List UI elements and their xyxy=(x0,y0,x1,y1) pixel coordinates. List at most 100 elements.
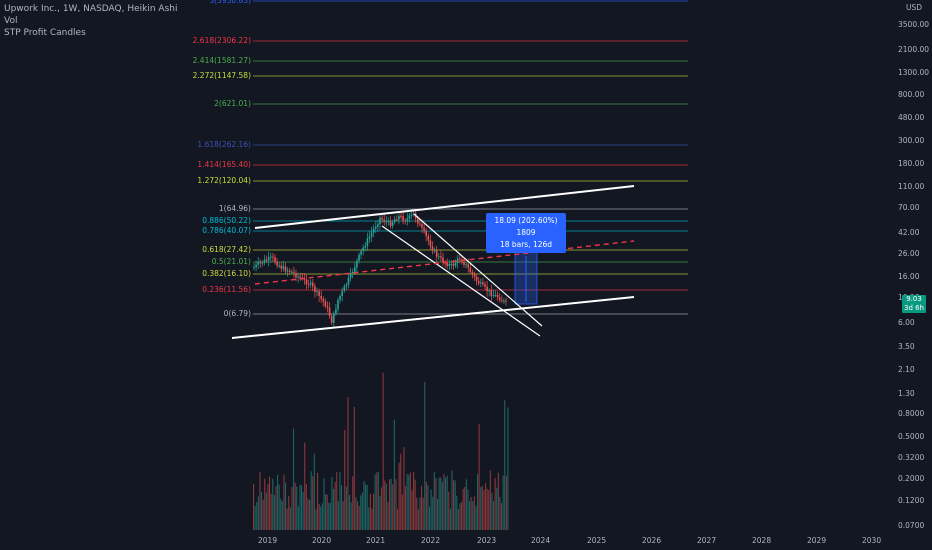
volume-bar xyxy=(376,472,378,530)
candle-body xyxy=(454,262,457,266)
candle-body xyxy=(448,263,451,266)
time-tick-label: 2026 xyxy=(642,536,662,545)
time-tick-label: 2029 xyxy=(807,536,827,545)
price-tick-label: 2.10 xyxy=(898,365,915,374)
volume-bar xyxy=(457,508,459,530)
candle-body xyxy=(393,219,396,223)
candle-body xyxy=(501,300,503,302)
volume-indicator-label[interactable]: Vol xyxy=(4,16,18,26)
volume-bar xyxy=(453,479,455,530)
volume-bar xyxy=(309,499,311,530)
volume-bar xyxy=(256,502,258,530)
volume-bar xyxy=(491,492,493,530)
volume-bar xyxy=(409,472,411,530)
volume-bar xyxy=(507,407,509,530)
candle-body xyxy=(383,219,385,222)
volume-bar xyxy=(389,479,391,530)
currency-label[interactable]: USD xyxy=(905,3,923,12)
volume-bar xyxy=(344,429,346,530)
price-tick-label: 3500.00 xyxy=(898,20,930,29)
candle-body xyxy=(391,222,394,226)
candle-body xyxy=(257,262,259,265)
volume-bar xyxy=(504,400,506,530)
volume-bar xyxy=(496,487,498,530)
channel-lower-line xyxy=(231,296,635,339)
volume-bar xyxy=(456,495,458,530)
volume-bar xyxy=(465,479,467,530)
candle-body xyxy=(410,214,413,216)
measure-change: 18.09 (202.60%) 1809 xyxy=(494,216,558,237)
price-tick-label: 1.30 xyxy=(898,389,915,398)
volume-bar xyxy=(395,479,397,530)
candle-body xyxy=(456,258,459,263)
candle-body xyxy=(475,276,478,281)
volume-bar xyxy=(483,490,485,530)
volume-bar xyxy=(326,494,328,530)
candle-body xyxy=(484,284,486,287)
volume-bar xyxy=(377,471,379,530)
candle-body xyxy=(370,232,373,237)
candle-body xyxy=(423,227,425,231)
price-tick-label: 0.5000 xyxy=(898,432,925,441)
volume-bar xyxy=(470,497,472,530)
price-tick-label: 800.00 xyxy=(898,90,925,99)
volume-bar xyxy=(253,484,255,530)
candle-body xyxy=(322,298,325,302)
fib-level-label: 0.382(16.10) xyxy=(202,269,251,278)
volume-bar xyxy=(366,485,368,530)
volume-bar xyxy=(440,477,442,530)
volume-bar xyxy=(334,482,336,530)
volume-bar xyxy=(472,501,474,530)
volume-bar xyxy=(318,504,320,530)
volume-bar xyxy=(443,474,445,530)
dashed-midline xyxy=(254,240,635,285)
volume-bar xyxy=(347,396,349,530)
last-price-countdown: 3d 6h xyxy=(903,304,924,312)
volume-bar xyxy=(430,489,432,530)
volume-bar xyxy=(368,507,370,530)
candle-body xyxy=(349,272,352,278)
fib-level-label: 2.272(1147.58) xyxy=(192,71,251,80)
stp-indicator-label[interactable]: STP Profit Candles xyxy=(4,28,86,38)
candle-body xyxy=(299,276,301,278)
candle-body xyxy=(494,294,497,296)
volume-bar xyxy=(323,478,325,530)
price-tick-label: 300.00 xyxy=(898,136,925,145)
volume-bar xyxy=(392,484,394,530)
candle-body xyxy=(286,270,289,272)
volume-bar xyxy=(497,472,499,530)
volume-bar xyxy=(390,479,392,530)
volume-bar xyxy=(317,472,319,530)
volume-bar xyxy=(373,494,375,530)
volume-bar xyxy=(464,486,466,530)
candle-body xyxy=(360,251,362,255)
candle-body xyxy=(330,316,333,323)
candle-body xyxy=(417,218,419,224)
volume-bar xyxy=(296,486,298,530)
volume-bar xyxy=(486,488,488,530)
candle-body xyxy=(324,301,327,307)
volume-bar xyxy=(329,502,331,530)
symbol-title[interactable]: Upwork Inc., 1W, NASDAQ, Heikin Ashi xyxy=(4,4,178,14)
candle-body xyxy=(435,250,438,257)
candle-body xyxy=(364,246,367,248)
fib-level-label: 1.272(120.04) xyxy=(197,176,251,185)
volume-bar xyxy=(427,485,429,530)
volume-bar xyxy=(379,495,381,530)
price-tick-label: 0.0700 xyxy=(898,521,925,530)
candle-body xyxy=(471,272,474,275)
price-tick-label: 110.00 xyxy=(898,182,925,191)
volume-bar xyxy=(349,494,351,530)
price-tick-label: 0.2000 xyxy=(898,474,925,483)
volume-bar xyxy=(422,497,424,530)
fib-level-label: 1.618(262.16) xyxy=(197,140,251,149)
candle-body xyxy=(387,220,390,222)
fib-level-label: 2(621.01) xyxy=(214,99,251,108)
volume-bar xyxy=(480,487,482,530)
candle-body xyxy=(402,216,404,221)
volume-bar xyxy=(270,493,272,530)
volume-bar xyxy=(449,508,451,530)
volume-bar xyxy=(355,497,357,530)
